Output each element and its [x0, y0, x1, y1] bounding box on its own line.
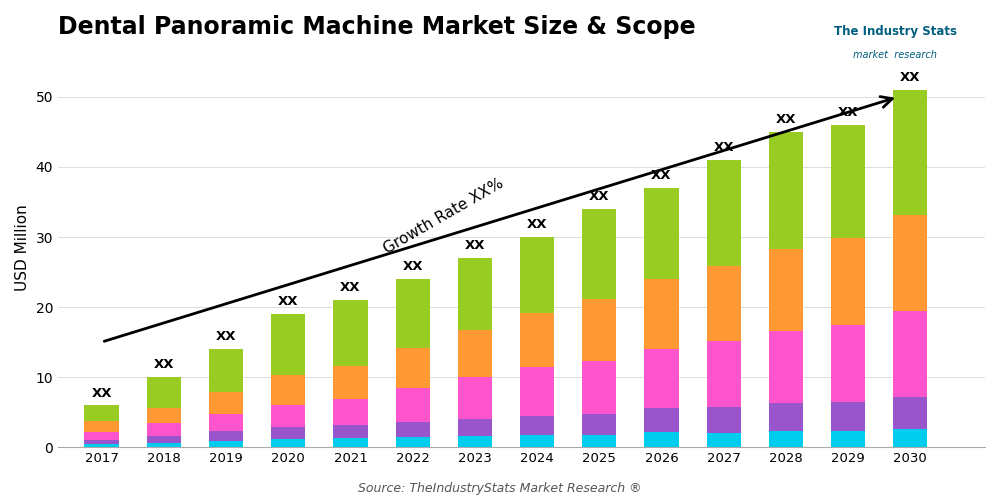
- Bar: [396, 422, 430, 437]
- Bar: [396, 279, 430, 348]
- Bar: [707, 266, 741, 341]
- Bar: [84, 444, 119, 447]
- Text: XX: XX: [589, 190, 610, 203]
- Bar: [520, 312, 554, 368]
- Text: XX: XX: [465, 240, 485, 252]
- Bar: [520, 368, 554, 416]
- Bar: [84, 421, 119, 432]
- Bar: [271, 439, 305, 447]
- Bar: [893, 215, 927, 312]
- Bar: [84, 440, 119, 444]
- Text: XX: XX: [154, 358, 174, 372]
- Text: XX: XX: [838, 106, 858, 120]
- Bar: [333, 438, 368, 447]
- Bar: [147, 436, 181, 443]
- Bar: [396, 437, 430, 447]
- Bar: [209, 442, 243, 447]
- Bar: [582, 435, 616, 447]
- Text: XX: XX: [713, 142, 734, 154]
- Bar: [147, 377, 181, 408]
- Bar: [893, 90, 927, 215]
- Bar: [520, 434, 554, 447]
- Text: XX: XX: [527, 218, 547, 232]
- Bar: [582, 362, 616, 414]
- Bar: [271, 314, 305, 376]
- Bar: [644, 188, 679, 278]
- Bar: [831, 402, 865, 431]
- Bar: [147, 408, 181, 424]
- Text: Source: TheIndustryStats Market Research ®: Source: TheIndustryStats Market Research…: [358, 482, 642, 495]
- Bar: [644, 408, 679, 432]
- Bar: [893, 397, 927, 430]
- Bar: [769, 432, 803, 447]
- Bar: [769, 132, 803, 248]
- Text: market  research: market research: [853, 50, 937, 60]
- Bar: [831, 324, 865, 402]
- Bar: [520, 416, 554, 434]
- Bar: [458, 258, 492, 330]
- Bar: [769, 403, 803, 432]
- Bar: [396, 388, 430, 422]
- Y-axis label: USD Million: USD Million: [15, 204, 30, 291]
- Bar: [644, 348, 679, 408]
- Text: XX: XX: [340, 282, 361, 294]
- Bar: [707, 341, 741, 407]
- Bar: [893, 312, 927, 397]
- Bar: [209, 392, 243, 414]
- Bar: [396, 348, 430, 389]
- Bar: [333, 398, 368, 425]
- Bar: [147, 424, 181, 436]
- Bar: [831, 431, 865, 447]
- Bar: [271, 427, 305, 439]
- Bar: [582, 209, 616, 300]
- Bar: [831, 125, 865, 238]
- Bar: [147, 443, 181, 447]
- Bar: [644, 278, 679, 348]
- Bar: [707, 433, 741, 447]
- Text: XX: XX: [402, 260, 423, 274]
- Bar: [84, 432, 119, 440]
- Text: Dental Panoramic Machine Market Size & Scope: Dental Panoramic Machine Market Size & S…: [58, 15, 696, 39]
- Bar: [84, 405, 119, 421]
- Text: The Industry Stats: The Industry Stats: [834, 25, 956, 38]
- Bar: [893, 430, 927, 447]
- Bar: [333, 300, 368, 366]
- Bar: [209, 349, 243, 392]
- Text: XX: XX: [278, 296, 298, 308]
- Bar: [458, 419, 492, 436]
- Bar: [458, 436, 492, 447]
- Bar: [458, 330, 492, 377]
- Bar: [769, 330, 803, 403]
- Bar: [582, 300, 616, 362]
- Text: XX: XX: [216, 330, 236, 344]
- Bar: [271, 376, 305, 404]
- Bar: [209, 414, 243, 432]
- Text: XX: XX: [651, 170, 672, 182]
- Bar: [769, 248, 803, 330]
- Bar: [707, 160, 741, 266]
- Bar: [707, 407, 741, 433]
- Bar: [831, 238, 865, 324]
- Bar: [582, 414, 616, 435]
- Bar: [271, 404, 305, 427]
- Text: XX: XX: [776, 114, 796, 126]
- Bar: [333, 366, 368, 398]
- Text: XX: XX: [91, 386, 112, 400]
- Bar: [333, 425, 368, 438]
- Bar: [458, 377, 492, 419]
- Bar: [644, 432, 679, 447]
- Text: Growth Rate XX%: Growth Rate XX%: [381, 176, 506, 256]
- Bar: [209, 432, 243, 442]
- Bar: [520, 237, 554, 312]
- Text: XX: XX: [900, 72, 921, 85]
